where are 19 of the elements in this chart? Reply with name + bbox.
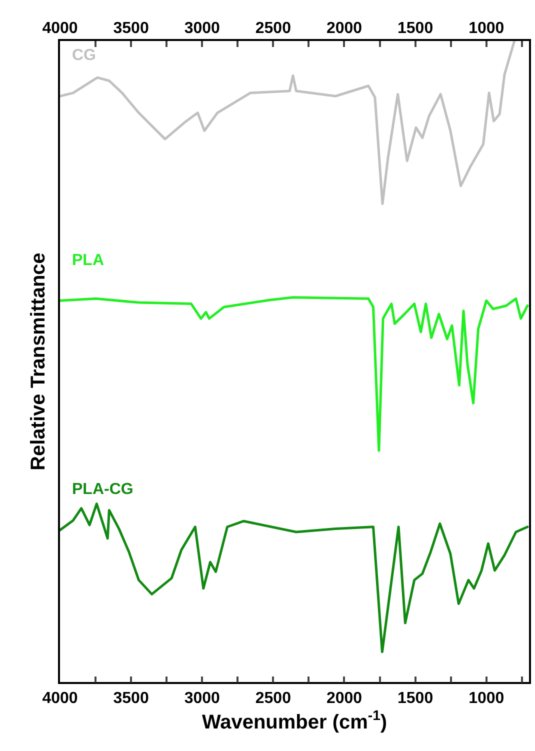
x2-tick-label: 1000 [468, 20, 504, 37]
y-axis-title: Relative Transmittance [27, 252, 50, 470]
x-tick-label: 2000 [326, 690, 362, 707]
x-tick-label: 2500 [255, 690, 292, 707]
x2-tick-label: 2000 [326, 20, 362, 37]
x2-tick-label: 4000 [42, 20, 78, 37]
x-tick-label: 3000 [184, 690, 220, 707]
x-tick-label: 1500 [398, 690, 434, 707]
x-axis-title: Wavenumber (cm$^{-1}$) [202, 706, 388, 734]
x2-tick-label: 3500 [113, 20, 149, 37]
x-tick-label: 4000 [42, 690, 78, 707]
x2-tick-label: 1500 [398, 20, 434, 37]
series-label: PLA [72, 252, 104, 269]
x2-tick-label: 2500 [255, 20, 292, 37]
series-label: CG [72, 47, 96, 64]
x-tick-label: 1000 [468, 690, 504, 707]
series-label: PLA-CG [72, 481, 134, 498]
x2-tick-label: 3000 [184, 20, 220, 37]
x-tick-label: 3500 [113, 690, 149, 707]
